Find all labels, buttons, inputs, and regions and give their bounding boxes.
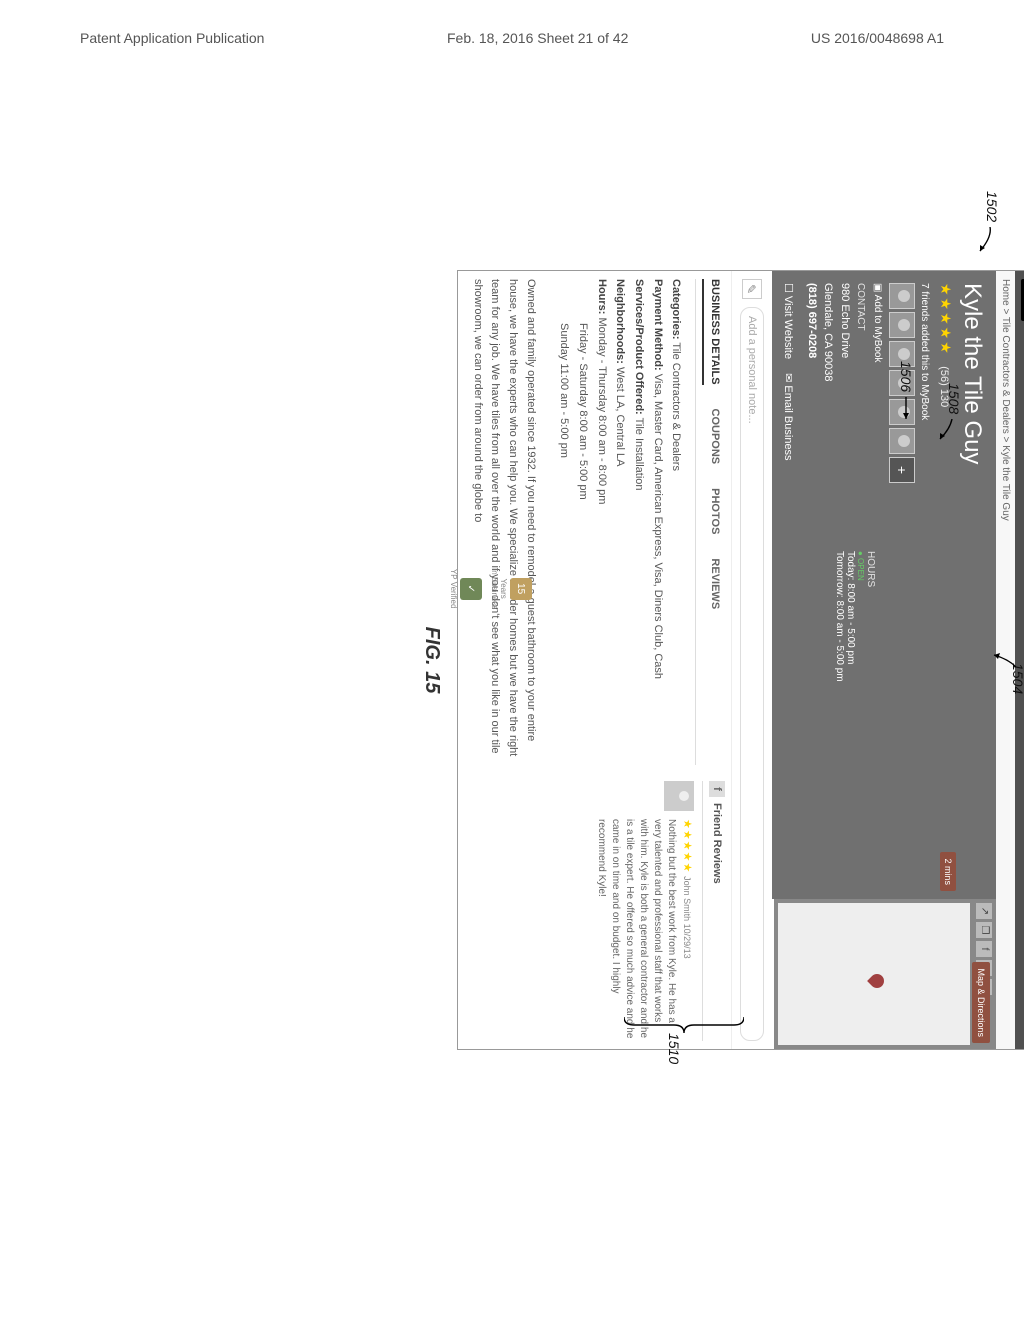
figure-caption: FIG. 15 — [420, 233, 443, 1087]
left-column: BUSINESS DETAILS COUPONS PHOTOS REVIEWS … — [468, 279, 731, 765]
neighborhoods-label: Neighborhoods: — [614, 279, 626, 364]
facebook-icon[interactable]: f — [976, 941, 992, 957]
friends-icon: f — [710, 781, 726, 797]
leader-1504 — [990, 653, 1016, 671]
tab-business-details[interactable]: BUSINESS DETAILS — [703, 279, 722, 385]
share-icon[interactable]: ↗ — [976, 903, 992, 919]
pub-date-sheet: Feb. 18, 2016 Sheet 21 of 42 — [447, 30, 628, 46]
verified-badge: ✓ — [460, 578, 482, 600]
review-item: ★★★★★ John Smith 10/29/13 Nothing but th… — [587, 781, 703, 1041]
email-business-link[interactable]: ✉ Email Business — [783, 373, 796, 460]
phone-number[interactable]: (818) 697-0208 — [804, 283, 821, 887]
tabs: BUSINESS DETAILS COUPONS PHOTOS REVIEWS — [696, 279, 732, 765]
page-header: Patent Application Publication Feb. 18, … — [0, 0, 1024, 56]
verified-label: YP Verified — [449, 568, 458, 609]
tomorrow-hours: Tomorrow: 8:00 am - 5:00 pm — [834, 551, 845, 682]
personal-note-row: ✎ Add a personal note... — [732, 271, 773, 1049]
friend-reviews-label: Friend Reviews — [712, 803, 724, 884]
callout-1502: 1502 — [984, 191, 1000, 222]
neighborhoods-value: West LA, Central LA — [614, 367, 626, 466]
pub-number: US 2016/0048698 A1 — [811, 30, 944, 46]
business-title: Kyle the Tile Guy — [958, 283, 986, 887]
review-avatar[interactable] — [665, 781, 695, 811]
categories-label: Categories: — [671, 279, 683, 340]
review-stars: ★★★★★ — [682, 819, 694, 873]
map-pin-icon — [867, 971, 887, 991]
screenshot: yp Browse ▾ General Contractors Resident… — [457, 270, 1024, 1050]
review-text: Nothing but the best work from Kyle. He … — [595, 819, 679, 1041]
note-icon: ✎ — [743, 279, 763, 299]
more-avatars-button[interactable]: + — [889, 457, 915, 483]
tab-photos[interactable]: PHOTOS — [703, 488, 722, 534]
contact-links: ☐ Visit Website ✉ Email Business — [783, 283, 796, 887]
review-author-date: John Smith 10/29/13 — [683, 876, 693, 959]
hours-block: HOURS ● OPEN Today: 8:00 am - 5:00 pm To… — [834, 551, 876, 682]
business-hero: Kyle the Tile Guy ★★★★★ (56) 130 7 frien… — [773, 271, 997, 899]
leader-1508 — [936, 419, 954, 443]
visit-website-link[interactable]: ☐ Visit Website — [783, 283, 796, 359]
tab-reviews[interactable]: REVIEWS — [703, 558, 722, 609]
payment-value: Visa, Master Card, American Express, Vis… — [652, 374, 664, 679]
hours-line-3: Sunday 11:00 am - 5:00 pm — [555, 279, 574, 765]
rating-stars: ★★★★★ — [938, 283, 954, 356]
badges-column: 15 Years In Business ✓ YP Verified — [449, 568, 532, 609]
friend-reviews-header: f Friend Reviews — [703, 781, 732, 1041]
in-business-label: In Business — [490, 568, 499, 609]
business-description: Owned and family operated since 1932. If… — [468, 279, 544, 765]
bookmark-icon[interactable]: ❐ — [976, 922, 992, 938]
bracket-1510 — [624, 1013, 744, 1037]
avatar[interactable] — [889, 428, 915, 454]
map-thumbnail[interactable] — [778, 903, 970, 1045]
callout-1510: 1510 — [666, 1033, 682, 1064]
categories-value: Tile Contractors & Dealers — [671, 342, 683, 471]
callout-1508: 1508 — [946, 383, 962, 414]
personal-note-input[interactable]: Add a personal note... — [741, 307, 765, 1041]
photo-map-area: ↗ ❐ f t G Map & Directions — [774, 899, 996, 1049]
services-value: Tile Installation — [633, 418, 645, 491]
figure-wrap: 1500-1 yp Browse ▾ General Contractors R… — [0, 233, 1024, 1087]
years-label: Years — [499, 568, 508, 609]
hours-line-1: Monday - Thursday 8:00 am - 8:00 pm — [596, 318, 608, 505]
payment-label: Payment Method: — [652, 279, 664, 371]
leader-1502 — [974, 227, 994, 255]
content-row: BUSINESS DETAILS COUPONS PHOTOS REVIEWS … — [458, 271, 731, 1049]
avatar[interactable] — [889, 283, 915, 309]
minutes-away-badge: 2 mins — [940, 852, 956, 891]
today-hours: Today: 8:00 am - 5:00 pm — [845, 551, 856, 682]
topbar: yp Browse ▾ General Contractors Resident… — [1015, 271, 1024, 1049]
right-column: f Friend Reviews ★★★★★ John Smith 10/29/… — [468, 781, 731, 1041]
map-directions-button[interactable]: Map & Directions — [972, 962, 990, 1043]
leader-1506 — [898, 397, 912, 423]
open-indicator: ● OPEN — [856, 551, 865, 682]
services-label: Services/Product Offered: — [633, 279, 645, 415]
review-body-block: ★★★★★ John Smith 10/29/13 Nothing but th… — [595, 819, 695, 1041]
hero-row: Kyle the Tile Guy ★★★★★ (56) 130 7 frien… — [773, 271, 997, 1049]
hours-detail-label: Hours: — [596, 279, 608, 314]
tab-coupons[interactable]: COUPONS — [703, 409, 722, 465]
business-details: Categories: Tile Contractors & Dealers P… — [545, 279, 696, 765]
callout-1506: 1506 — [898, 361, 914, 392]
friends-added-line: 7 friends added this to MyBook — [919, 283, 930, 887]
pub-label: Patent Application Publication — [80, 30, 264, 46]
hours-label: HOURS — [865, 551, 876, 682]
avatar[interactable] — [889, 312, 915, 338]
years-badge: 15 — [510, 578, 532, 600]
hours-line-2: Friday - Saturday 8:00 am - 5:00 pm — [573, 279, 592, 765]
